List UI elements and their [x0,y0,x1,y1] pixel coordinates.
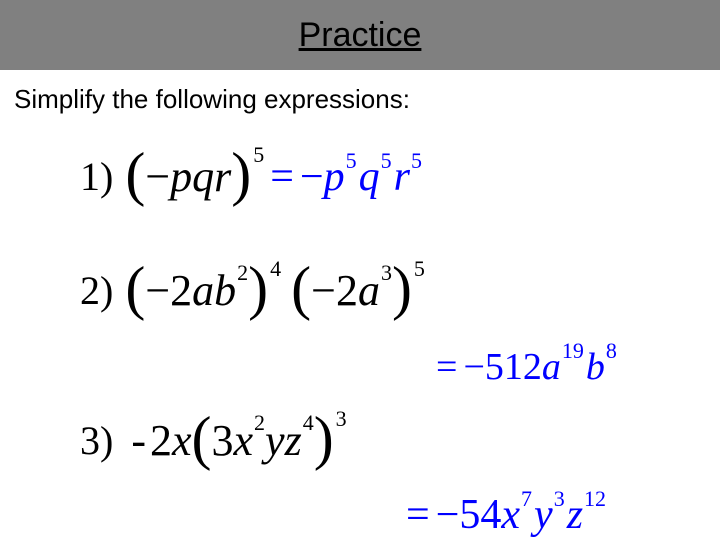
p3-close: ) [314,414,334,462]
ans3-z: z [567,491,583,539]
lead-coef: 2 [150,415,172,466]
ans-p: p [324,153,345,201]
problem-3-expression: - 2 x ( 3 x 2 y z 4 ) 3 [125,415,346,466]
page-title: Practice [299,16,422,55]
ans3-y: y [534,491,553,539]
p3-exp: 3 [336,406,347,432]
p3-open: ( [192,414,212,462]
problem-2-number: 2) [80,267,113,314]
g2-close: ) [392,264,412,312]
ans-q: q [359,153,380,201]
g1-b: b [214,265,236,316]
ans2-neg: − [463,345,484,389]
eq2: = [436,345,457,389]
ans3-z-exp: 12 [584,486,606,512]
g2-coef: 2 [336,265,358,316]
ans-neg: − [300,153,324,201]
ans3-y-exp: 3 [554,486,565,512]
g1-coef: 2 [170,265,192,316]
ans2-b: b [586,345,605,389]
ans-q-exp: 5 [381,148,392,174]
ans3-coef: 54 [459,491,501,539]
ans3-x: x [501,491,520,539]
g2-a: a [358,265,380,316]
p3-y: y [265,415,285,466]
open-paren: ( [125,150,145,198]
problem-1-row: 1) ( − p q r ) 5 = − p 5 q 5 r 5 [80,151,424,202]
math-content: 1) ( − p q r ) 5 = − p 5 q 5 r 5 2) ( − … [0,115,720,535]
problem-2-answer: = − 512 a 19 b 8 [430,345,619,389]
g1-exp: 4 [270,256,281,282]
ans-r-exp: 5 [411,148,422,174]
problem-2-row: 2) ( − 2 a b 2 ) 4 ( − 2 a 3 ) 5 [80,265,425,316]
g2-open: ( [291,264,311,312]
outer-exp: 5 [253,142,264,168]
neg-sign: − [145,151,170,202]
ans2-a: a [542,345,561,389]
ans-p-exp: 5 [346,148,357,174]
var-q: q [192,151,214,202]
g2-exp: 5 [414,256,425,282]
problem-3-answer: = − 54 x 7 y 3 z 12 [400,491,608,539]
p3-x: x [234,415,254,466]
eq3: = [406,491,430,539]
problem-3-number: 3) [80,417,113,464]
g2-a-exp: 3 [381,260,392,286]
eq-sign: = [270,153,294,201]
problem-1-answer: = − p 5 q 5 r 5 [264,153,424,201]
g1-open: ( [125,264,145,312]
p3-x-exp: 2 [254,410,265,436]
lead-neg: - [131,415,146,466]
ans3-neg: − [436,491,460,539]
ans2-b-exp: 8 [606,338,617,364]
close-paren: ) [231,150,251,198]
lead-x: x [172,415,192,466]
g1-neg: − [145,265,170,316]
g1-b-exp: 2 [237,260,248,286]
p3-coef: 3 [212,415,234,466]
ans2-coef: 512 [485,345,542,389]
var-r: r [214,151,231,202]
var-p: p [170,151,192,202]
g2-neg: − [311,265,336,316]
ans-r: r [394,153,410,201]
problem-1-expression: ( − p q r ) 5 [125,151,264,202]
p3-z-exp: 4 [303,410,314,436]
instruction-text: Simplify the following expressions: [14,84,720,115]
ans2-a-exp: 19 [562,338,584,364]
problem-2-expression: ( − 2 a b 2 ) 4 ( − 2 a 3 ) 5 [125,265,425,316]
ans3-x-exp: 7 [521,486,532,512]
g1-a: a [192,265,214,316]
problem-1-number: 1) [80,153,113,200]
header-bar: Practice [0,0,720,70]
p3-z: z [285,415,302,466]
g1-close: ) [248,264,268,312]
problem-3-row: 3) - 2 x ( 3 x 2 y z 4 ) 3 [80,415,347,466]
